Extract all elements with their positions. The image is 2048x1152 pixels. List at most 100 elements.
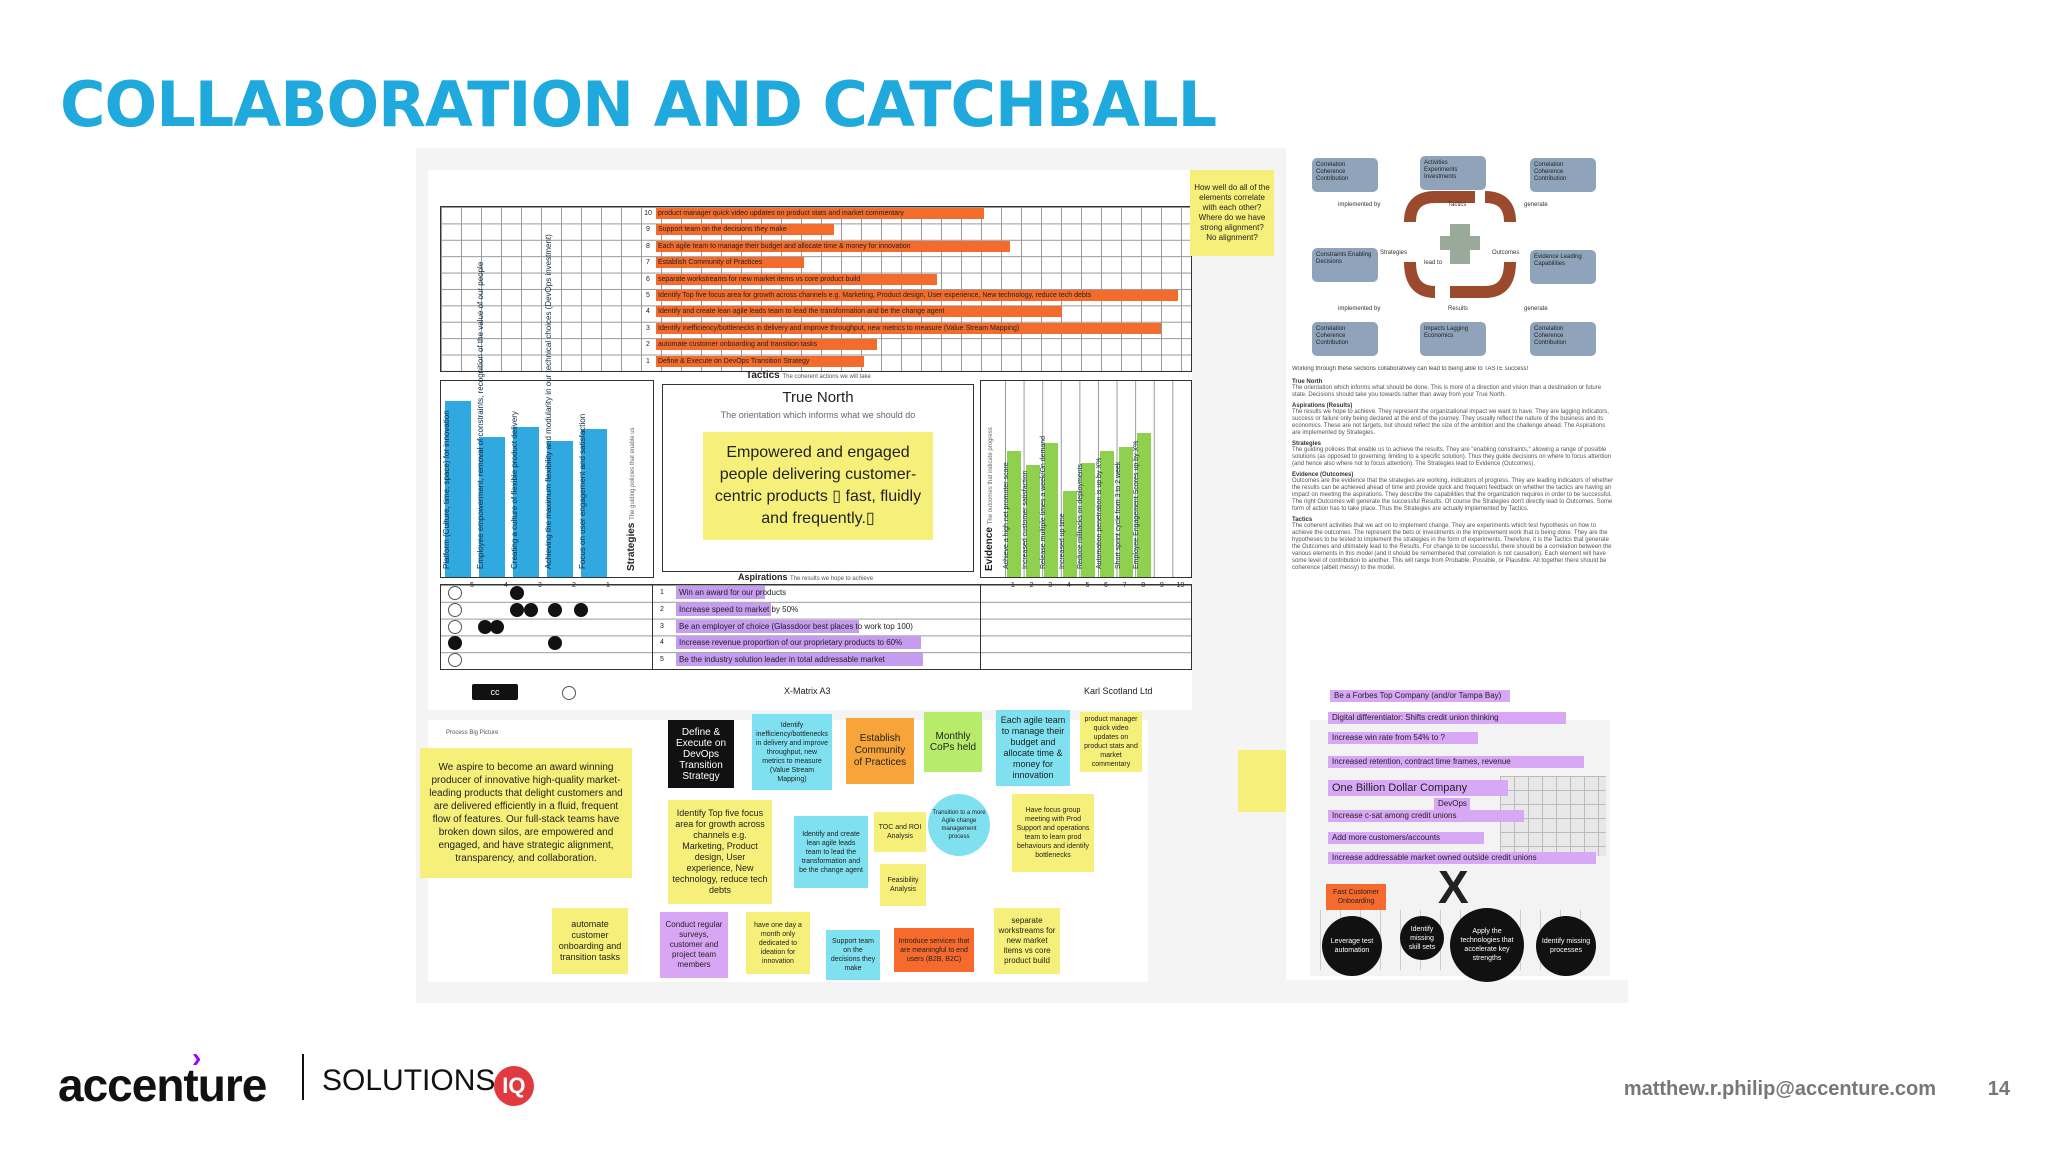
aspiration-number: 3 <box>660 622 664 630</box>
highlight-item: One Billion Dollar Company <box>1328 780 1508 796</box>
evidence-label-text: Short sprint cycle from 3 to 2 week <box>1114 461 1122 569</box>
surveys-sticky: Conduct regular surveys, customer and pr… <box>660 912 728 978</box>
aspiration-item: Be the industry solution leader in total… <box>676 653 923 667</box>
devops-sticky: Define & Execute on DevOps Transition St… <box>668 720 734 788</box>
evidence-item: Employee Engagement Scores up by X% <box>1133 433 1152 577</box>
strong-correlation-dot <box>524 602 538 617</box>
highlight-item: Digital differentiator: Shifts credit un… <box>1328 712 1566 724</box>
evidence-number: 5 <box>1085 582 1090 589</box>
aspiration-number: 2 <box>660 605 664 613</box>
weak-correlation-dot <box>448 619 462 634</box>
strong-correlation-dot <box>510 586 524 600</box>
solutions-logo: SOLUTIONS IQ <box>322 1064 534 1106</box>
cc-badge: cc <box>472 684 518 700</box>
transition-sticky: Transition to a more Agile change manage… <box>928 794 990 856</box>
taste-diagram <box>1300 152 1614 352</box>
evidence-label-text: Employee Engagement Scores up by X% <box>1133 440 1141 569</box>
aspirations-vdivider <box>652 584 653 670</box>
taste-notes: Working through these sections collabora… <box>1292 366 1614 696</box>
taste-cycle-svg <box>1404 191 1516 298</box>
evidence-item: Short sprint cycle from 3 to 2 week <box>1115 447 1133 577</box>
tactic-number: 10 <box>644 210 652 217</box>
ideation-sticky: have one day a month only dedicated to i… <box>746 912 810 974</box>
automate-sticky: automate customer onboarding and transit… <box>552 908 628 974</box>
notes-body: The guiding policies that enable us to a… <box>1292 447 1612 467</box>
true-north-sticky: Empowered and engaged people delivering … <box>703 432 933 540</box>
inefficiency-sticky: Identify inefficiency/bottlenecks in del… <box>752 714 832 790</box>
true-north-title: True North <box>782 389 854 406</box>
lean-leads-sticky: Identify and create lean agile leads tea… <box>794 816 868 888</box>
tactic-item: Each agile team to manage their budget a… <box>656 240 1010 252</box>
support-sticky: Support team on the decisions they make <box>826 930 880 980</box>
aspiration-number: 1 <box>660 589 664 596</box>
highlight-item: Add more customers/accounts <box>1328 832 1484 844</box>
notes-heading: Aspirations (Results) <box>1292 403 1353 409</box>
strong-correlation-dot <box>490 619 504 634</box>
evidence-label-text: Increased up time <box>1058 513 1066 569</box>
strategy-label: Platform (Culture, time, space) for inno… <box>442 410 451 569</box>
evidence-number: 1 <box>1011 582 1015 589</box>
strategy-label: Creating a culture of flexible product d… <box>510 411 519 569</box>
tactic-number: 4 <box>646 308 650 316</box>
footer-email: matthew.r.philip@accenture.com <box>1623 1078 1936 1100</box>
evidence-number: 7 <box>1122 582 1127 589</box>
evidence-label-text: Automation penetration is up by X% <box>1096 457 1103 569</box>
notes-heading: True North <box>1292 379 1323 385</box>
notes-intro: Working through these sections collabora… <box>1292 366 1529 372</box>
slide-title: COLLABORATION AND CATCHBALL <box>60 68 1217 141</box>
strategies-area: Platform (Culture, time, space) for inno… <box>440 234 654 578</box>
evidence-label: Evidence The outcomes that indicate prog… <box>984 427 995 571</box>
strategies-label: Strategies The guiding policies that ena… <box>626 427 637 571</box>
logo-divider <box>302 1054 304 1100</box>
evidence-number: 10 <box>1176 582 1185 589</box>
community-sticky: Establish Community of Practices <box>846 718 914 784</box>
xmatrix-footer-right: Karl Scotland Ltd <box>1084 686 1153 696</box>
strategy-number: 3 <box>538 582 542 589</box>
aspiration-item: Be an employer of choice (Glassdoor best… <box>676 619 913 633</box>
diagram-label: Strategies <box>1380 250 1408 256</box>
tactic-number: 1 <box>646 357 650 365</box>
strategy-label: Focus on user engagement and satisfactio… <box>578 413 587 569</box>
evidence-number: 8 <box>1141 582 1146 589</box>
xmatrix-footer-center: X-Matrix A3 <box>784 686 831 696</box>
budget-sticky: Each agile team to manage their budget a… <box>996 710 1070 786</box>
tactic-number: 8 <box>646 242 650 250</box>
tactic-item: Identify and create lean agile leads tea… <box>656 306 1062 318</box>
highlight-item: Increase win rate from 54% to ? <box>1328 732 1478 744</box>
diagram-corner-box: Impacts Lagging Economics <box>1420 322 1486 356</box>
evidence-number: 9 <box>1159 582 1164 589</box>
aspiration-item: Win an award for our products <box>676 586 786 599</box>
strategy-item: Focus on user engagement and satisfactio… <box>578 414 607 577</box>
strategy-number: 5 <box>470 582 474 589</box>
diagram-label: generate <box>1524 306 1548 312</box>
strong-correlation-dot <box>548 602 562 617</box>
diagram-corner-box: Correlation Coherence Contribution <box>1530 158 1596 192</box>
highlight-item: Increased retention, contract time frame… <box>1328 756 1584 768</box>
strong-correlation-dot <box>448 636 462 651</box>
evidence-number: 3 <box>1048 582 1053 589</box>
notes-body: The orientation which informs what shoul… <box>1292 385 1602 398</box>
mini-label: Identify missing processes <box>1536 916 1596 976</box>
evidence-item: Increased up time <box>1059 491 1077 577</box>
tactic-number: 6 <box>646 275 650 283</box>
evidence-item: Automation penetration is up by X% <box>1096 451 1114 577</box>
weak-correlation-dot <box>448 586 462 600</box>
diagram-label: generate <box>1524 202 1548 208</box>
diagram-corner-box: Activities Experiments Investments <box>1420 156 1486 190</box>
diagram-label: Results <box>1448 306 1469 312</box>
mini-label: Identify missing skill sets <box>1400 916 1444 960</box>
diagram-label: Outcomes <box>1492 250 1520 256</box>
strategy-item: Platform (Culture, time, space) for inno… <box>442 401 471 577</box>
evidence-number: 6 <box>1104 582 1108 589</box>
highlight-item: Increase addressable market owned outsid… <box>1328 852 1596 864</box>
process-label: Process Big Picture <box>446 730 499 736</box>
strategy-item: Employee empowerment, removal of constra… <box>476 262 505 577</box>
diagram-label: implemented by <box>1338 202 1381 208</box>
tactic-item: separate workstreams for new market item… <box>656 273 937 285</box>
true-north-subtitle: The orientation which informs what we sh… <box>720 410 916 420</box>
tactic-number: 5 <box>646 292 650 299</box>
weak-correlation-dot <box>448 602 462 617</box>
evidence-number: 4 <box>1066 582 1071 589</box>
tactic-number: 3 <box>646 324 650 332</box>
question-note: How well do all of the elements correlat… <box>1190 170 1274 256</box>
